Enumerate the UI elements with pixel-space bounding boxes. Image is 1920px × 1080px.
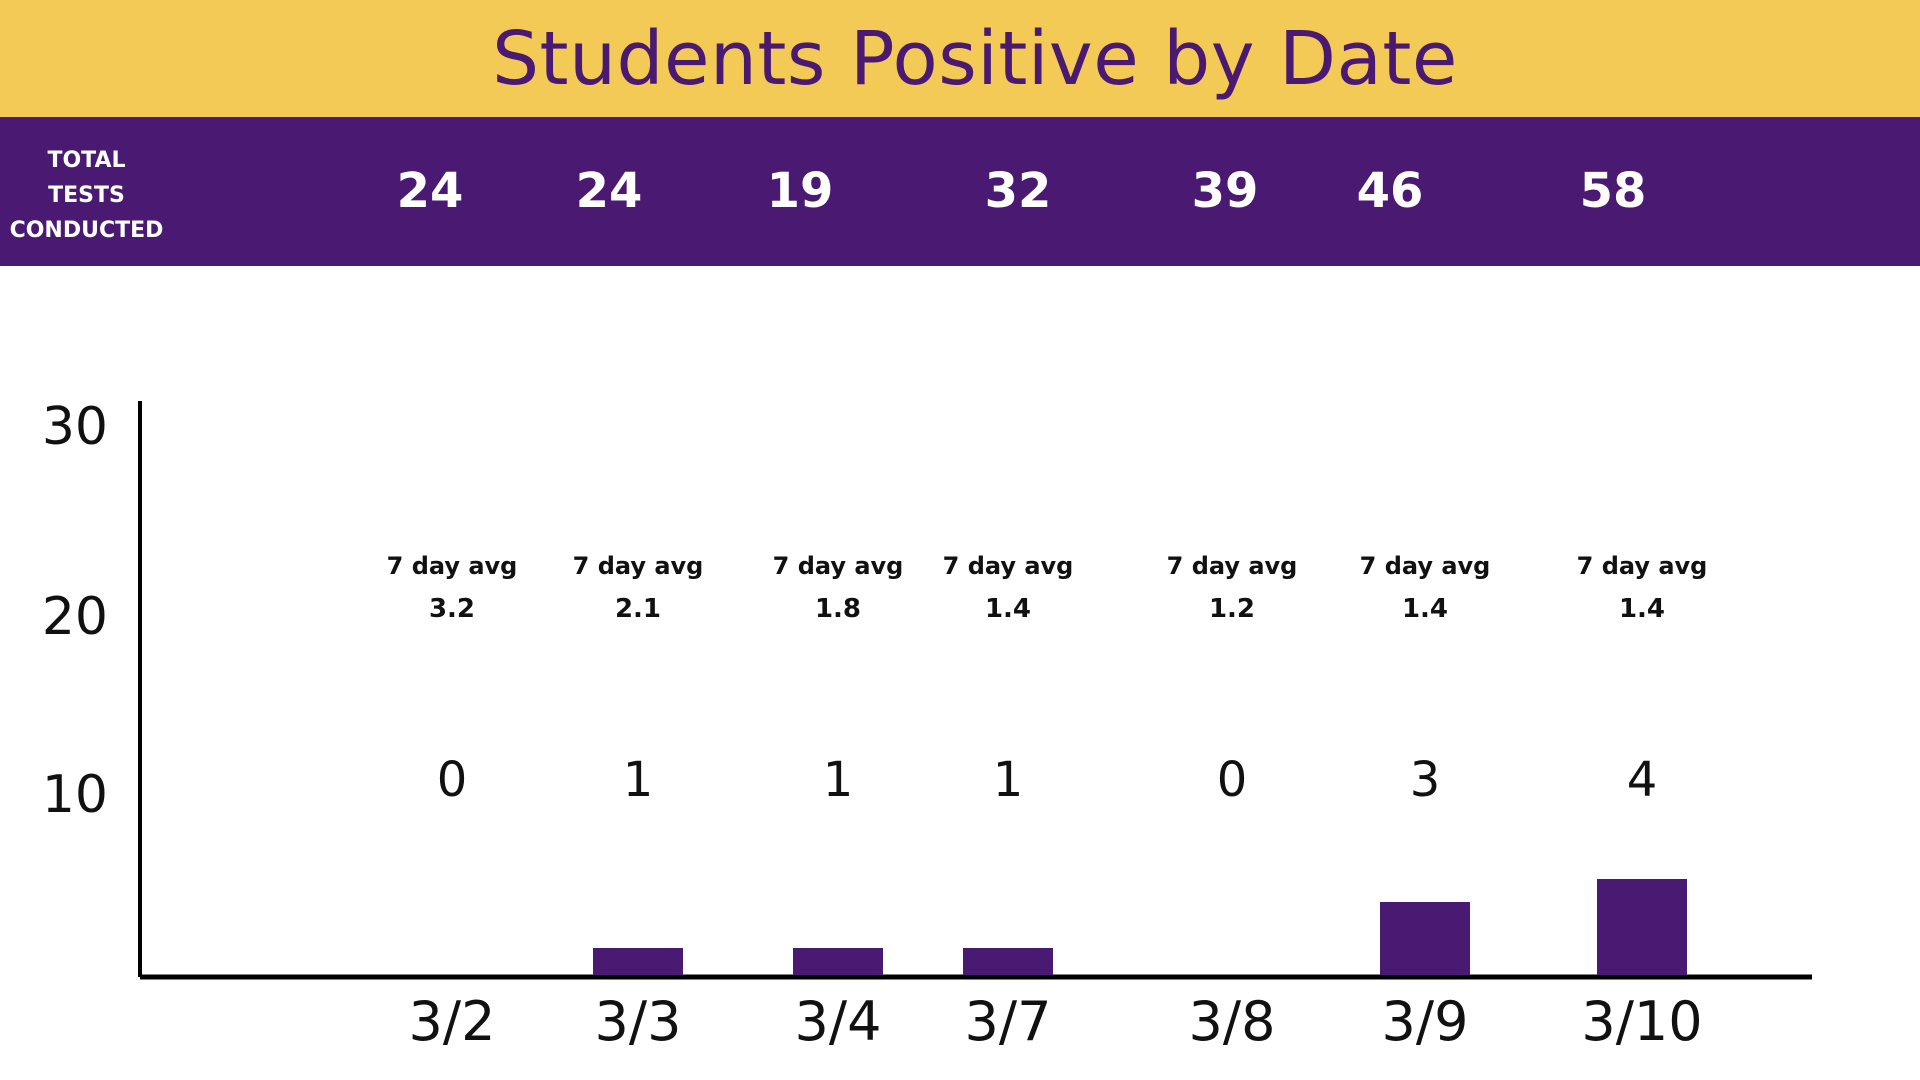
y-tick-label: 10: [42, 765, 108, 825]
seven-day-avg-value: 3.2: [429, 594, 475, 624]
count-label: 1: [823, 752, 854, 808]
seven-day-avg-label: 7 day avg: [1167, 552, 1298, 580]
seven-day-avg-label: 7 day avg: [573, 552, 704, 580]
total-tests-value: 39: [1191, 163, 1259, 219]
y-tick-labels: 10 20 30: [42, 397, 108, 825]
chart-title: Students Positive by Date: [492, 15, 1458, 102]
bar: [793, 948, 883, 975]
seven-day-avg-label: 7 day avg: [943, 552, 1074, 580]
total-tests-value: 32: [984, 163, 1052, 219]
bar: [1380, 902, 1470, 975]
y-tick-label: 20: [42, 587, 108, 647]
bars: [593, 879, 1687, 975]
seven-day-avg-value: 2.1: [615, 594, 661, 624]
seven-day-avg-value: 1.4: [1402, 594, 1448, 624]
seven-day-avg-label: 7 day avg: [1577, 552, 1708, 580]
seven-day-avg-value: 1.8: [815, 594, 861, 624]
seven-day-avg-label: 7 day avg: [773, 552, 904, 580]
total-tests-label: TOTAL TESTS CONDUCTED: [0, 143, 173, 248]
count-label: 1: [993, 752, 1024, 808]
axes: [138, 401, 1812, 980]
x-tick-label: 3/4: [795, 990, 882, 1053]
seven-day-avg-value: 1.2: [1209, 594, 1255, 624]
total-tests-label-line: CONDUCTED: [9, 218, 164, 243]
seven-day-avg-value: 1.4: [1619, 594, 1665, 624]
count-label: 0: [437, 752, 468, 808]
x-tick-label: 3/7: [965, 990, 1052, 1053]
x-tick-label: 3/9: [1382, 990, 1469, 1053]
count-label: 1: [623, 752, 654, 808]
x-tick-labels: 3/2 3/3 3/4 3/7 3/8 3/9 3/10: [409, 990, 1703, 1053]
count-labels: 0 1 1 1 0 3 4: [437, 752, 1658, 808]
total-tests-value: 24: [396, 163, 464, 219]
x-tick-label: 3/10: [1581, 990, 1702, 1053]
seven-day-avg-label: 7 day avg: [387, 552, 518, 580]
x-tick-label: 3/2: [409, 990, 496, 1053]
count-label: 3: [1410, 752, 1441, 808]
bar: [1597, 879, 1687, 975]
count-label: 0: [1217, 752, 1248, 808]
seven-day-avg-value: 1.4: [985, 594, 1031, 624]
count-label: 4: [1627, 752, 1658, 808]
total-tests-label-line: TESTS: [48, 183, 125, 208]
bar: [963, 948, 1053, 975]
total-tests-label-line: TOTAL: [47, 148, 126, 173]
seven-day-averages: 7 day avg 3.2 7 day avg 2.1 7 day avg 1.8 7 da…: [387, 552, 1708, 624]
total-tests-value: 24: [575, 163, 643, 219]
total-tests-value: 46: [1356, 163, 1424, 219]
total-tests-value: 58: [1579, 163, 1647, 219]
bar: [593, 948, 683, 975]
title-band: Students Positive by Date: [0, 0, 1920, 117]
x-tick-label: 3/8: [1189, 990, 1276, 1053]
y-tick-label: 30: [42, 397, 108, 457]
seven-day-avg-label: 7 day avg: [1360, 552, 1491, 580]
total-tests-band: TOTAL TESTS CONDUCTED 24 24 19 32 39 46 …: [0, 117, 1920, 266]
total-tests-value: 19: [766, 163, 834, 219]
x-tick-label: 3/3: [595, 990, 682, 1053]
